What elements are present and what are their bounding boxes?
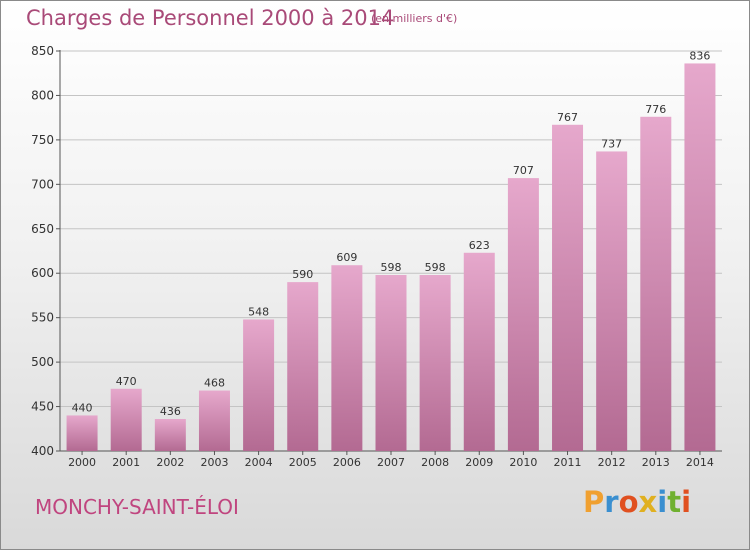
value-label: 548 <box>248 305 269 318</box>
y-tick-label: 850 <box>31 44 54 58</box>
y-tick-label: 550 <box>31 311 54 325</box>
bar-2010 <box>507 178 539 451</box>
value-labels: 440 470 436 468 548 590 609 598 598 623 707 767 737 7… <box>72 49 711 418</box>
y-tick-label: 600 <box>31 266 54 280</box>
value-label: 598 <box>425 261 446 274</box>
y-tick-label: 700 <box>31 177 54 191</box>
value-label: 623 <box>469 239 490 252</box>
bar-2014 <box>684 63 716 451</box>
brand-logo: Proxiti <box>583 485 691 519</box>
brand-letter: t <box>667 485 682 519</box>
y-tick-labels: 400 450 500 550 600 650 700 750 800 850 <box>31 44 54 458</box>
commune-name: MONCHY-SAINT-ÉLOI <box>35 495 239 519</box>
value-label: 737 <box>601 137 622 150</box>
y-tick-label: 750 <box>31 133 54 147</box>
bar-2007 <box>375 275 407 451</box>
x-tick-label: 2006 <box>333 456 361 469</box>
brand-letter: P <box>583 485 605 519</box>
bar-2009 <box>463 252 495 451</box>
bar-2003 <box>198 390 230 451</box>
x-tick-label: 2000 <box>68 456 96 469</box>
chart-title: Charges de Personnel 2000 à 2014 <box>26 6 395 30</box>
value-label: 468 <box>204 377 225 390</box>
x-tick-label: 2013 <box>642 456 670 469</box>
x-tick-label: 2010 <box>509 456 537 469</box>
x-tick-label: 2009 <box>465 456 493 469</box>
value-label: 598 <box>381 261 402 274</box>
y-tick-label: 450 <box>31 400 54 414</box>
value-label: 836 <box>689 49 710 62</box>
bar-2011 <box>552 124 584 452</box>
x-tick-label: 2014 <box>686 456 714 469</box>
bar-2006 <box>331 265 363 451</box>
x-tick-label: 2001 <box>112 456 140 469</box>
value-label: 776 <box>645 103 666 116</box>
bar-2000 <box>66 415 98 451</box>
bar-2008 <box>419 275 451 451</box>
bar-2002 <box>154 419 186 451</box>
value-label: 767 <box>557 111 578 124</box>
x-tick-label: 2005 <box>289 456 317 469</box>
y-tick-label: 400 <box>31 444 54 458</box>
bars <box>66 63 716 452</box>
brand-letter: i <box>681 485 692 519</box>
value-label: 470 <box>116 375 137 388</box>
x-tick-label: 2007 <box>377 456 405 469</box>
value-label: 590 <box>292 268 313 281</box>
y-tick-label: 650 <box>31 222 54 236</box>
x-tick-label: 2003 <box>200 456 228 469</box>
x-tick-label: 2002 <box>156 456 184 469</box>
bar-2004 <box>243 319 275 451</box>
x-tick-label: 2004 <box>245 456 273 469</box>
y-tick-label: 800 <box>31 88 54 102</box>
y-tick-label: 500 <box>31 355 54 369</box>
bar-2013 <box>640 116 672 452</box>
brand-letter: x <box>638 485 658 519</box>
x-tick-label: 2011 <box>554 456 582 469</box>
value-label: 436 <box>160 405 181 418</box>
bar-2012 <box>596 151 628 451</box>
x-tick-label: 2008 <box>421 456 449 469</box>
brand-letter: r <box>604 485 619 519</box>
bar-2001 <box>110 388 142 451</box>
chart-subtitle: (en milliers d'€) <box>371 12 458 25</box>
x-tick-label: 2012 <box>598 456 626 469</box>
brand-letter: o <box>618 485 639 519</box>
value-label: 707 <box>513 164 534 177</box>
bar-2005 <box>287 282 319 451</box>
value-label: 609 <box>336 251 357 264</box>
brand-letter: i <box>657 485 668 519</box>
value-label: 440 <box>72 401 93 414</box>
x-tick-labels: 2000 2001 2002 2003 2004 2005 2006 2007 2008 2009… <box>68 451 714 469</box>
